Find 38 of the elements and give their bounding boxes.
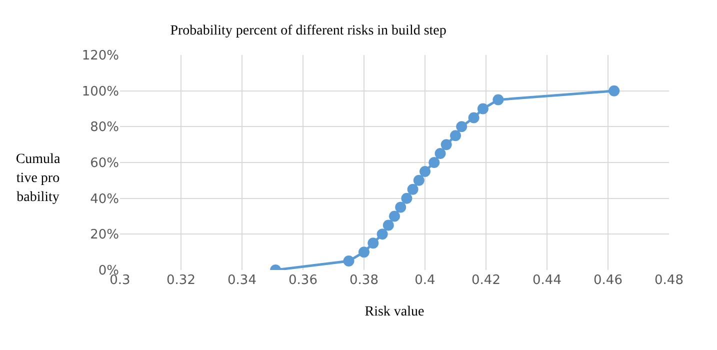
y-tick-label: 60% bbox=[90, 156, 119, 172]
point bbox=[608, 85, 620, 96]
y-tick-label: 40% bbox=[90, 192, 119, 207]
point bbox=[440, 139, 452, 150]
point bbox=[358, 246, 370, 258]
x-tick-label: 0.44 bbox=[532, 273, 562, 288]
point bbox=[368, 238, 379, 249]
point bbox=[477, 103, 488, 114]
y-axis-title: Cumulative probability bbox=[14, 151, 62, 207]
point bbox=[492, 94, 504, 106]
point bbox=[428, 157, 440, 168]
x-tick-label: 0.4 bbox=[414, 273, 436, 288]
point bbox=[450, 130, 461, 142]
point bbox=[376, 228, 388, 240]
point bbox=[456, 121, 468, 132]
point bbox=[434, 148, 446, 160]
x-tick-label: 0.48 bbox=[654, 273, 684, 288]
y-tick-label: 20% bbox=[90, 228, 119, 243]
point bbox=[395, 202, 406, 213]
point bbox=[413, 174, 424, 186]
y-tick-label: 120% bbox=[82, 48, 119, 64]
chart-title: Probability percent of different risks in build step bbox=[170, 23, 446, 38]
point bbox=[382, 220, 394, 231]
x-tick-label: 0.34 bbox=[228, 273, 256, 288]
x-tick-label: 0.32 bbox=[166, 273, 196, 288]
x-axis-title: Risk value bbox=[364, 304, 424, 320]
x-tick-label: 0.46 bbox=[594, 273, 622, 288]
y-tick-label: 80% bbox=[90, 120, 119, 136]
x-tick-label: 0.42 bbox=[472, 273, 500, 288]
x-tick-label: 0.38 bbox=[350, 273, 378, 288]
x-tick-label: 0.36 bbox=[288, 273, 318, 288]
y-tick-label: 100% bbox=[82, 84, 119, 100]
point bbox=[420, 166, 430, 177]
point bbox=[389, 210, 400, 222]
point bbox=[401, 192, 412, 204]
point bbox=[468, 112, 480, 124]
point bbox=[407, 184, 418, 195]
point bbox=[343, 256, 354, 267]
